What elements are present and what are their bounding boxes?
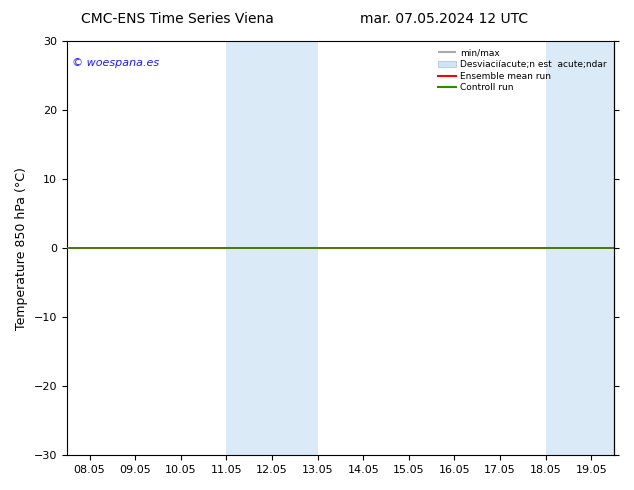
- Y-axis label: Temperature 850 hPa (°C): Temperature 850 hPa (°C): [15, 167, 28, 330]
- Bar: [226, 41, 318, 455]
- Text: mar. 07.05.2024 12 UTC: mar. 07.05.2024 12 UTC: [359, 12, 528, 26]
- Legend: min/max, Desviaciíacute;n est  acute;ndar, Ensemble mean run, Controll run: min/max, Desviaciíacute;n est acute;ndar…: [435, 46, 610, 95]
- Text: CMC-ENS Time Series Viena: CMC-ENS Time Series Viena: [81, 12, 274, 26]
- Text: © woespana.es: © woespana.es: [72, 58, 159, 68]
- Bar: [546, 41, 614, 455]
